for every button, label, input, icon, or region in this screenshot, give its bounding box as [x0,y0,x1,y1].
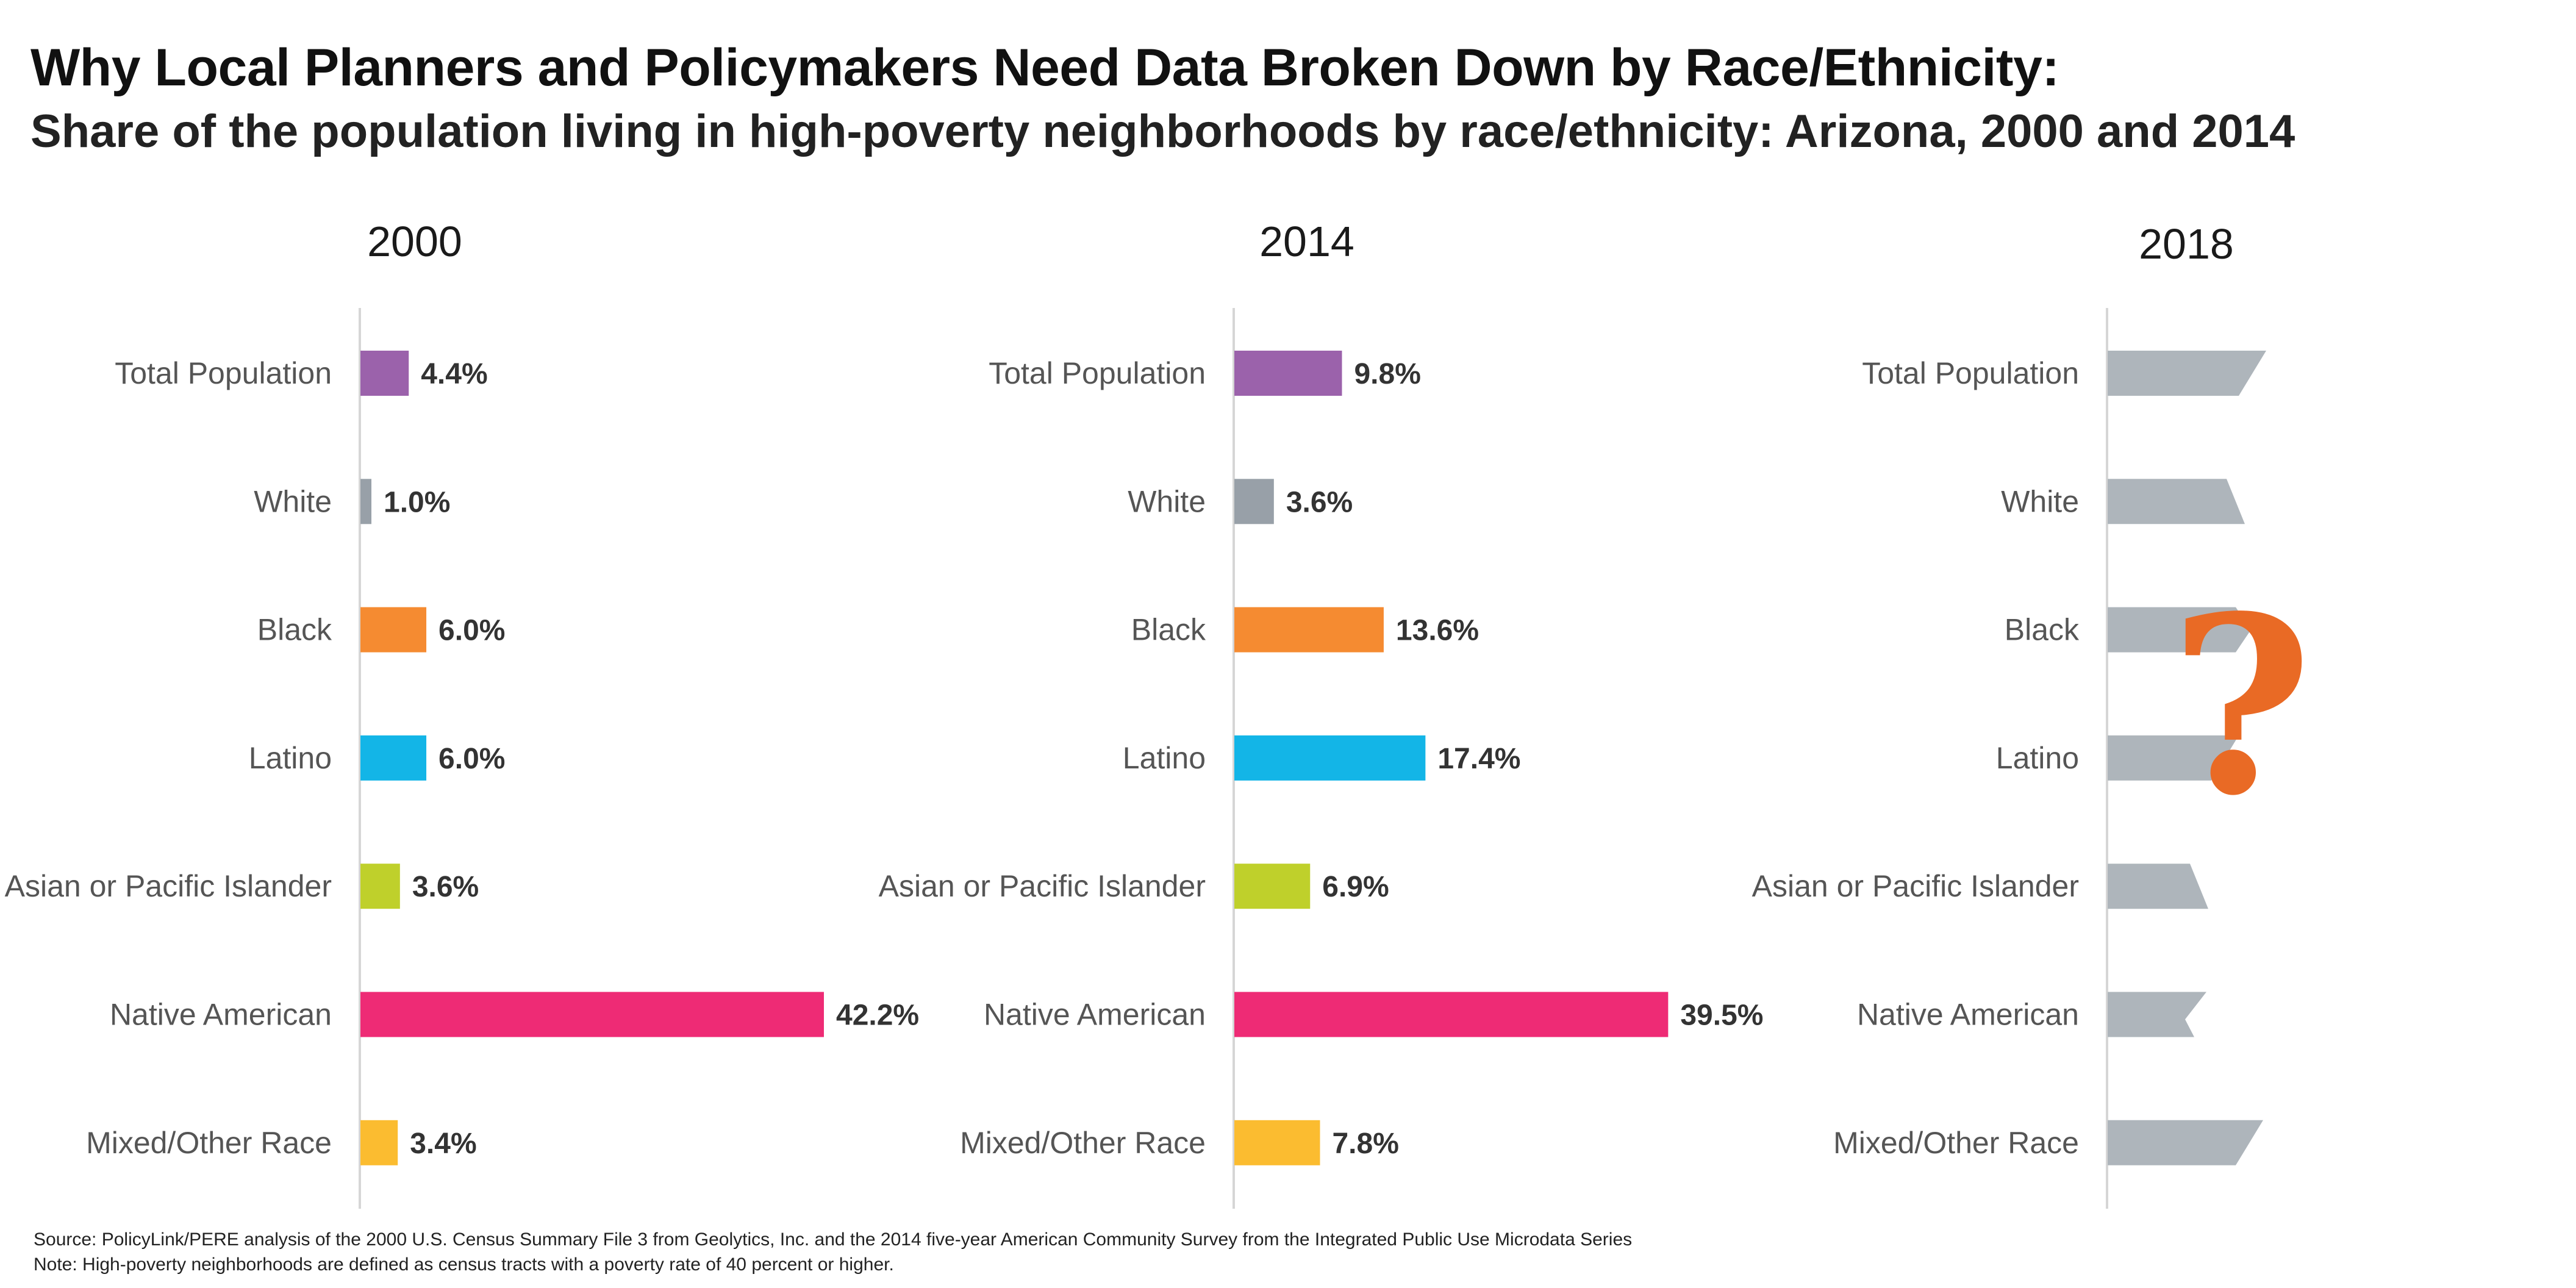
value-label-2014-latino: 17.4% [1437,743,1520,775]
value-label-2014-black: 13.6% [1396,615,1479,647]
category-label-mixed-other-race: Mixed/Other Race [960,1126,1206,1160]
bar-2014-black [1234,607,1384,653]
value-label-2000-mixed-other-race: 3.4% [410,1128,476,1160]
value-label-2014-total-population: 9.8% [1354,358,1420,390]
category-label-mixed-other-race: Mixed/Other Race [1833,1126,2079,1160]
unknown-bar-native-american [2108,992,2206,1037]
value-label-2014-mixed-other-race: 7.8% [1332,1128,1398,1160]
category-label-black: Black [2005,613,2080,647]
category-label-native-american: Native American [1857,998,2079,1032]
unknown-bar-mixed-other-race [2108,1120,2263,1165]
bar-2014-asian-or-pacific-islander [1234,864,1311,909]
footnotes: Source: PolicyLink/PERE analysis of the … [34,1227,1632,1277]
category-label-native-american: Native American [984,998,1206,1032]
panel-title-2014: 2014 [1259,218,1354,265]
bar-2000-latino [360,735,427,781]
category-label-mixed-other-race: Mixed/Other Race [86,1126,332,1160]
unknown-bar-total-population [2108,351,2266,396]
bar-2000-asian-or-pacific-islander [360,864,400,909]
chart-title: Why Local Planners and Policymakers Need… [30,38,2059,97]
unknown-bar-latino [2108,735,2239,781]
bar-2014-latino [1234,735,1426,781]
category-label-latino: Latino [1996,741,2079,775]
unknown-bar-black [2108,607,2251,653]
value-label-2014-white: 3.6% [1286,486,1353,518]
bar-2000-mixed-other-race [360,1120,398,1165]
question-mark-annotation: ? [2170,563,2313,850]
value-label-2014-asian-or-pacific-islander: 6.9% [1322,871,1389,903]
value-label-2000-asian-or-pacific-islander: 3.6% [412,871,479,903]
panel-title-2018: 2018 [2139,220,2234,268]
unknown-bar-white [2108,479,2245,524]
chart-subtitle: Share of the population living in high-p… [30,106,2295,157]
category-label-white: White [254,484,332,518]
category-label-total-population: Total Population [1862,356,2079,390]
value-label-2000-total-population: 4.4% [421,358,487,390]
bar-2000-total-population [360,351,409,396]
bar-2000-white [360,479,372,524]
category-label-white: White [1128,484,1206,518]
category-label-asian-or-pacific-islander: Asian or Pacific Islander [879,869,1206,903]
source-note: Source: PolicyLink/PERE analysis of the … [34,1229,1633,1250]
value-label-2000-native-american: 42.2% [836,1000,919,1032]
value-label-2000-white: 1.0% [384,486,450,518]
value-label-2000-latino: 6.0% [438,743,505,775]
category-label-black: Black [1131,613,1206,647]
category-label-asian-or-pacific-islander: Asian or Pacific Islander [5,869,332,903]
category-label-native-american: Native American [110,998,332,1032]
bar-2014-mixed-other-race [1234,1120,1320,1165]
category-label-latino: Latino [1123,741,1206,775]
category-label-black: Black [257,613,332,647]
category-label-asian-or-pacific-islander: Asian or Pacific Islander [1752,869,2079,903]
value-label-2000-black: 6.0% [438,615,505,647]
category-label-latino: Latino [249,741,332,775]
value-label-2014-native-american: 39.5% [1680,1000,1763,1032]
bar-2014-white [1234,479,1274,524]
category-label-total-population: Total Population [115,356,332,390]
bar-2014-total-population [1234,351,1342,396]
panel-title-2000: 2000 [367,218,462,265]
category-label-total-population: Total Population [989,356,1206,390]
bar-2000-native-american [360,992,824,1037]
bar-2014-native-american [1234,992,1669,1037]
definition-note: Note: High-poverty neighborhoods are def… [34,1254,894,1275]
unknown-bar-asian-or-pacific-islander [2108,864,2208,909]
bar-2000-black [360,607,427,653]
category-label-white: White [2001,484,2079,518]
